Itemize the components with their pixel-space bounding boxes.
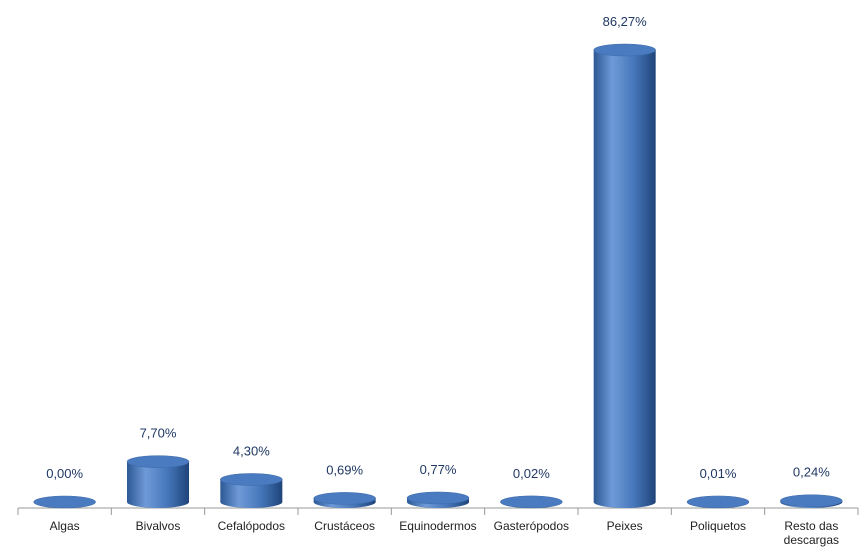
x-tick-label: Algas <box>49 519 80 533</box>
x-tick-label: Equinodermos <box>399 519 477 533</box>
bar-top <box>500 495 563 509</box>
x-tick-label: Poliquetos <box>689 519 747 533</box>
value-label: 0,02% <box>513 466 550 481</box>
value-label: 0,00% <box>46 466 83 481</box>
bar-top <box>686 495 750 509</box>
bar-top <box>593 43 656 57</box>
value-label: 0,69% <box>326 462 363 477</box>
x-tick-label: Cefalópodos <box>217 519 286 533</box>
bar-top <box>33 495 96 509</box>
bar <box>220 479 283 508</box>
bar-top <box>313 492 376 505</box>
bar-top <box>406 491 470 505</box>
value-label: 0,01% <box>700 466 737 481</box>
value-label: 4,30% <box>233 443 270 458</box>
value-label: 7,70% <box>140 426 177 441</box>
value-label: 0,24% <box>793 465 830 480</box>
bar-top <box>780 494 843 507</box>
bar <box>593 50 656 509</box>
bar <box>127 461 189 508</box>
x-tick-label: Crustáceos <box>314 519 375 533</box>
x-tick-label: Gasterópodos <box>493 519 570 533</box>
x-tick-label: Peixes <box>606 519 643 533</box>
x-tick-label: Bivalvos <box>135 519 181 533</box>
x-tick-label: Resto das descargas <box>783 519 840 547</box>
value-label: 86,27% <box>603 14 648 29</box>
bar-top <box>220 473 283 486</box>
value-label: 0,77% <box>420 462 457 477</box>
bar-top <box>126 455 190 468</box>
